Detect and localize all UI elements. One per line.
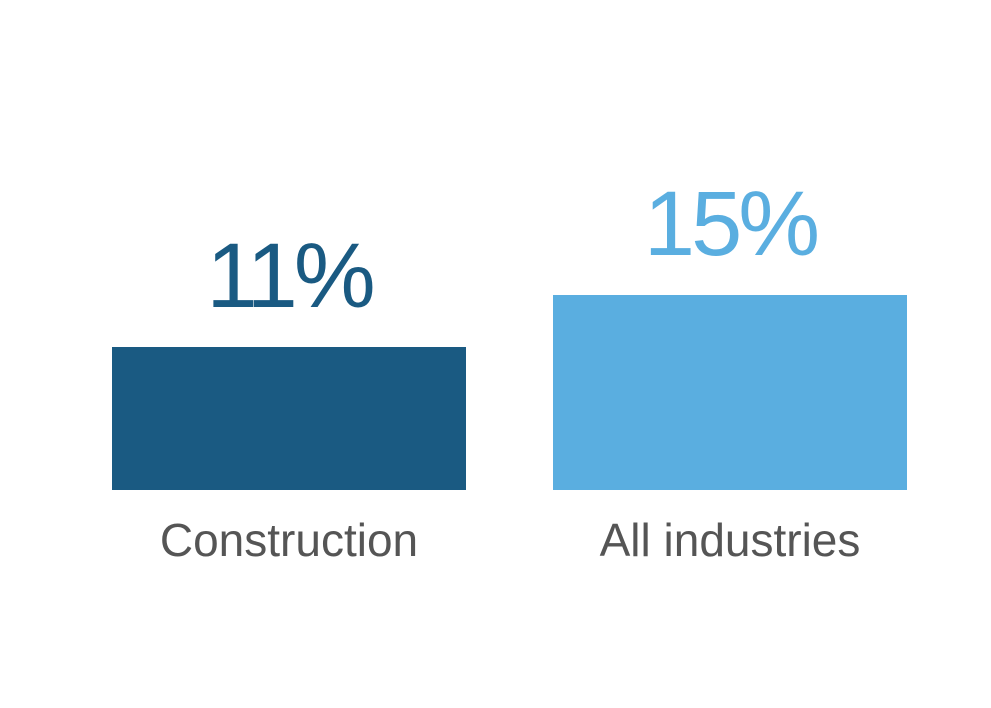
category-label: Construction bbox=[160, 514, 418, 566]
bar-construction bbox=[112, 347, 466, 490]
data-label: 15% bbox=[644, 173, 817, 275]
bar-all-industries bbox=[553, 295, 907, 490]
category-label: All industries bbox=[600, 514, 861, 566]
data-label: 11% bbox=[206, 225, 373, 327]
